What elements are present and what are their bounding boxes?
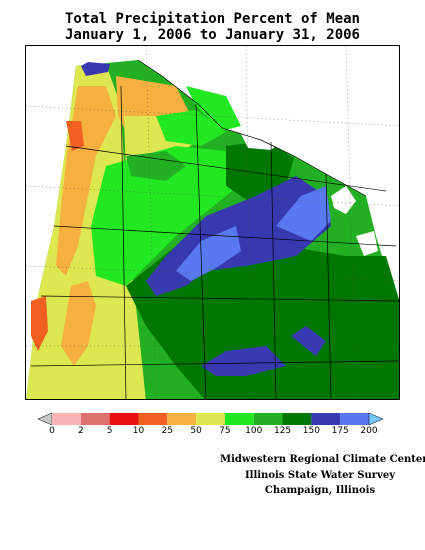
legend-bin: [311, 413, 341, 425]
map-title-line2: January 1, 2006 to January 31, 2006: [64, 27, 360, 43]
legend-bin: [80, 413, 110, 425]
legend-tick-label: 25: [161, 426, 173, 436]
credit-line-1: Midwestern Regional Climate Center: [220, 454, 425, 465]
precipitation-map: [25, 45, 400, 400]
legend-tick-label: 0: [49, 426, 55, 436]
map-graphic: [26, 46, 399, 399]
credit-line-2: Illinois State Water Survey: [244, 470, 396, 481]
legend-tick-label: 150: [302, 426, 320, 436]
legend-bin: [340, 413, 369, 425]
credit-line-3: Champaign, Illinois: [264, 485, 376, 496]
legend-bin: [282, 413, 312, 425]
legend-bin: [224, 413, 254, 425]
legend-tick-label: 100: [245, 426, 263, 436]
legend-tick-label: 50: [190, 426, 202, 436]
legend-bin: [167, 413, 197, 425]
legend-colorbar: [37, 412, 384, 426]
legend-bin: [253, 413, 283, 425]
color-legend: 0 2 5 10 25 50 75 100 125 150 175 200: [37, 411, 384, 441]
legend-tick-label: 10: [132, 426, 145, 436]
legend-tick-label: 5: [106, 426, 113, 436]
legend-tick-label: 175: [331, 426, 349, 436]
legend-bin: [109, 413, 139, 425]
legend-bin-under: [37, 412, 53, 426]
legend-tick-label: 125: [273, 426, 292, 436]
map-title-line1: Total Precipitation Percent of Mean: [64, 11, 360, 27]
legend-bin: [196, 413, 225, 425]
legend-bin-over: [368, 412, 384, 426]
legend-tick-label: 75: [219, 426, 231, 436]
legend-bin: [138, 413, 168, 425]
legend-bin: [52, 413, 81, 425]
legend-tick-label: 200: [360, 426, 378, 436]
legend-tick-label: 2: [77, 426, 84, 436]
